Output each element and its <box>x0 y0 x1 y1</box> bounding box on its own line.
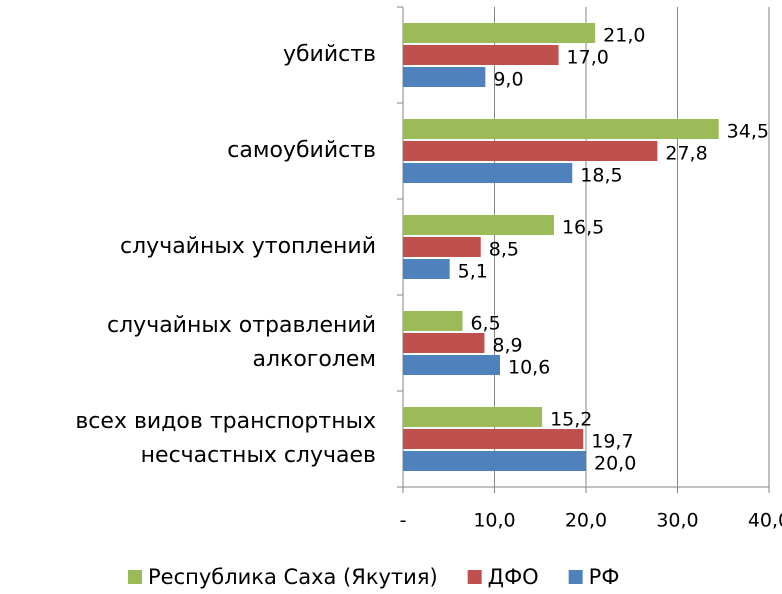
value-label: 5,1 <box>458 261 488 283</box>
value-label: 17,0 <box>567 47 609 69</box>
legend-swatch <box>467 570 482 584</box>
value-label: 27,8 <box>665 143 707 165</box>
value-label: 21,0 <box>603 25 645 47</box>
bar <box>403 119 719 139</box>
legend-label: Республика Саха (Якутия) <box>148 565 438 589</box>
bar <box>403 45 559 65</box>
x-tick-label: 10,0 <box>473 510 515 532</box>
bar <box>403 163 573 183</box>
value-label: 8,5 <box>489 239 519 261</box>
x-tick-label: - <box>400 510 407 532</box>
bar <box>403 407 543 427</box>
bar <box>403 355 500 375</box>
value-label: 16,5 <box>562 217 604 239</box>
value-label: 6,5 <box>470 313 500 335</box>
y-tick-label: всех видов транспортных несчастных случае… <box>75 409 376 468</box>
value-label: 10,6 <box>508 357 550 379</box>
bar <box>403 451 586 471</box>
legend-label: ДФО <box>488 565 539 589</box>
legend-swatch <box>568 570 583 584</box>
bar <box>403 23 596 43</box>
bar <box>403 237 481 257</box>
bar <box>403 215 554 235</box>
value-label: 20,0 <box>594 453 636 475</box>
x-tick-label: 20,0 <box>565 510 607 532</box>
legend-label: РФ <box>589 565 620 589</box>
y-tick-label: случайных отравлений алкоголем <box>107 313 376 372</box>
value-label: 8,9 <box>492 335 522 357</box>
bar <box>403 141 658 161</box>
value-label: 19,7 <box>591 431 633 453</box>
bar <box>403 333 485 353</box>
x-tick-label: 30,0 <box>656 510 698 532</box>
bar <box>403 311 463 331</box>
x-tick-label: 40,0 <box>748 510 782 532</box>
legend-swatch <box>128 570 142 584</box>
bar <box>403 429 584 449</box>
value-label: 18,5 <box>580 165 622 187</box>
bar <box>403 259 450 279</box>
y-tick-label: убийств <box>283 42 376 67</box>
y-tick-label: случайных утоплений <box>120 234 376 259</box>
y-tick-label: самоубийств <box>227 138 376 163</box>
value-label: 15,2 <box>550 409 592 431</box>
value-label: 9,0 <box>493 69 523 91</box>
value-label: 34,5 <box>727 121 769 143</box>
bar <box>403 67 486 87</box>
